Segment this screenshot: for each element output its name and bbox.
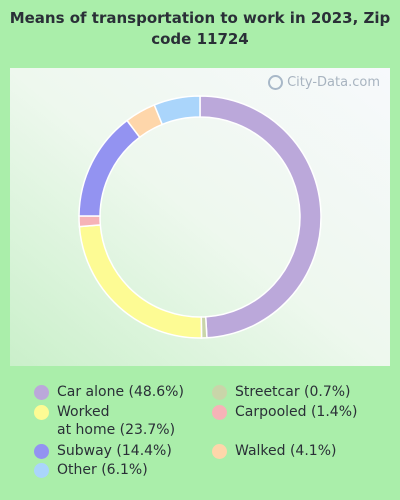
legend-swatch-6 [34, 463, 49, 478]
legend-label-1: Streetcar (0.7%) [235, 384, 351, 400]
legend-item-0: Car alone (48.6%) [34, 383, 184, 401]
legend-swatch-3 [212, 405, 227, 420]
magnifier-icon [268, 75, 284, 90]
legend-swatch-0 [34, 385, 49, 400]
plot-area: City-Data.com [10, 68, 390, 366]
legend-item-3: Carpooled (1.4%) [212, 403, 357, 421]
legend-item-2: Worked at home (23.7%) [34, 403, 175, 439]
legend-item-6: Other (6.1%) [34, 461, 148, 479]
donut-slice-0 [199, 95, 322, 339]
chart-legend: Car alone (48.6%) Worked at home (23.7%) S… [34, 383, 394, 493]
watermark: City-Data.com [268, 75, 380, 90]
legend-item-4: Subway (14.4%) [34, 442, 172, 460]
legend-swatch-1 [212, 385, 227, 400]
donut-slice-6 [153, 95, 201, 126]
donut-slice-4 [78, 119, 141, 217]
legend-label-5: Walked (4.1%) [235, 443, 337, 459]
legend-label-2: Worked at home (23.7%) [57, 404, 176, 438]
donut-slice-2 [78, 224, 203, 339]
legend-label-6: Other (6.1%) [57, 462, 148, 478]
legend-label-4: Subway (14.4%) [57, 443, 172, 459]
legend-swatch-2 [34, 405, 49, 420]
legend-item-5: Walked (4.1%) [212, 442, 336, 460]
legend-label-0: Car alone (48.6%) [57, 384, 184, 400]
legend-swatch-4 [34, 444, 49, 459]
legend-item-1: Streetcar (0.7%) [212, 383, 351, 401]
donut-slice-3 [78, 215, 102, 228]
donut-chart [78, 95, 322, 339]
chart-title: Means of transportation to work in 2023,… [9, 9, 391, 48]
watermark-text: City-Data.com [287, 75, 380, 90]
legend-label-3: Carpooled (1.4%) [235, 404, 358, 420]
legend-swatch-5 [212, 444, 227, 459]
